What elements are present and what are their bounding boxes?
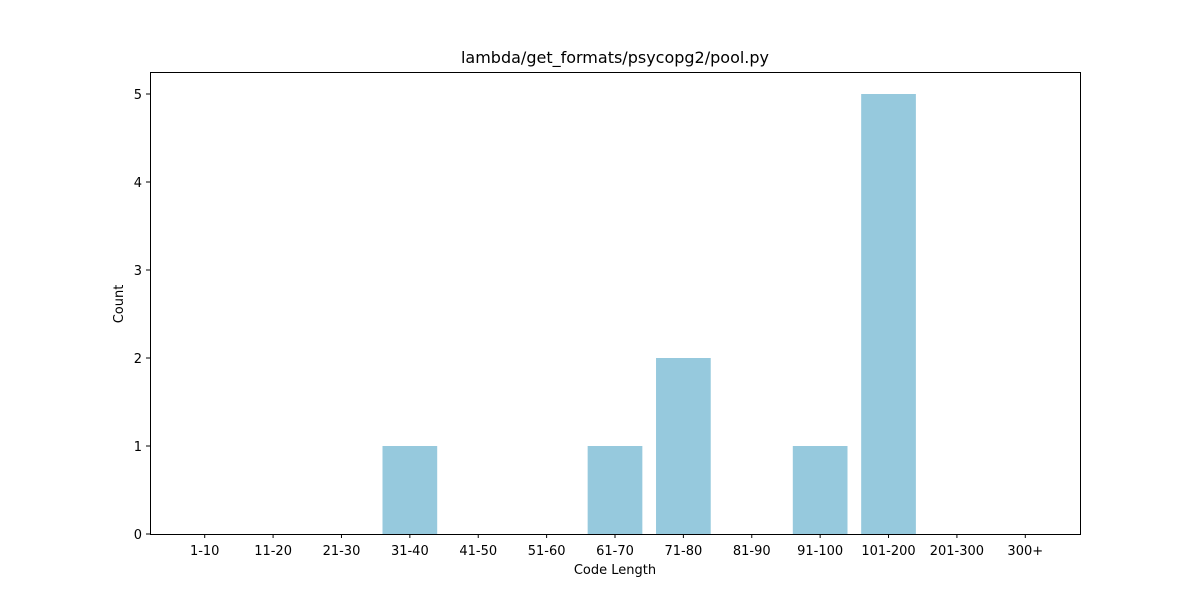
y-tick-label: 1: [134, 440, 142, 455]
chart-title: lambda/get_formats/psycopg2/pool.py: [461, 48, 769, 68]
x-tick-label: 300+: [1007, 544, 1043, 559]
x-tick-label: 11-20: [254, 544, 292, 559]
y-tick-label: 3: [134, 264, 142, 279]
bar-101-200: [861, 94, 916, 534]
bar-31-40: [382, 446, 438, 534]
y-tick-label: 5: [134, 88, 142, 103]
bar-61-70: [587, 446, 643, 534]
bar-71-80: [656, 358, 711, 534]
y-tick-label: 4: [134, 176, 142, 191]
x-axis-ticks: 1-10 11-20 21-30 31-40 41-50 51-60 61-70 71-80 8…: [190, 534, 1043, 559]
x-tick-label: 41-50: [459, 544, 497, 559]
x-tick-label: 101-200: [861, 544, 915, 559]
x-tick-label: 51-60: [528, 544, 566, 559]
y-tick-label: 0: [134, 528, 142, 543]
x-tick-label: 1-10: [190, 544, 220, 559]
x-tick-label: 91-100: [797, 544, 843, 559]
x-tick-label: 61-70: [596, 544, 634, 559]
x-tick-label: 71-80: [664, 544, 702, 559]
y-axis-ticks: 0 1 2 3 4 5: [134, 88, 150, 543]
y-tick-label: 2: [134, 352, 142, 367]
y-axis-label: Count: [112, 285, 127, 324]
x-tick-label: 201-300: [930, 544, 984, 559]
x-tick-label: 31-40: [391, 544, 429, 559]
x-axis-label: Code Length: [574, 563, 656, 578]
bars-group: [382, 94, 916, 534]
x-tick-label: 81-90: [733, 544, 771, 559]
x-tick-label: 21-30: [323, 544, 361, 559]
bar-91-100: [792, 446, 848, 534]
